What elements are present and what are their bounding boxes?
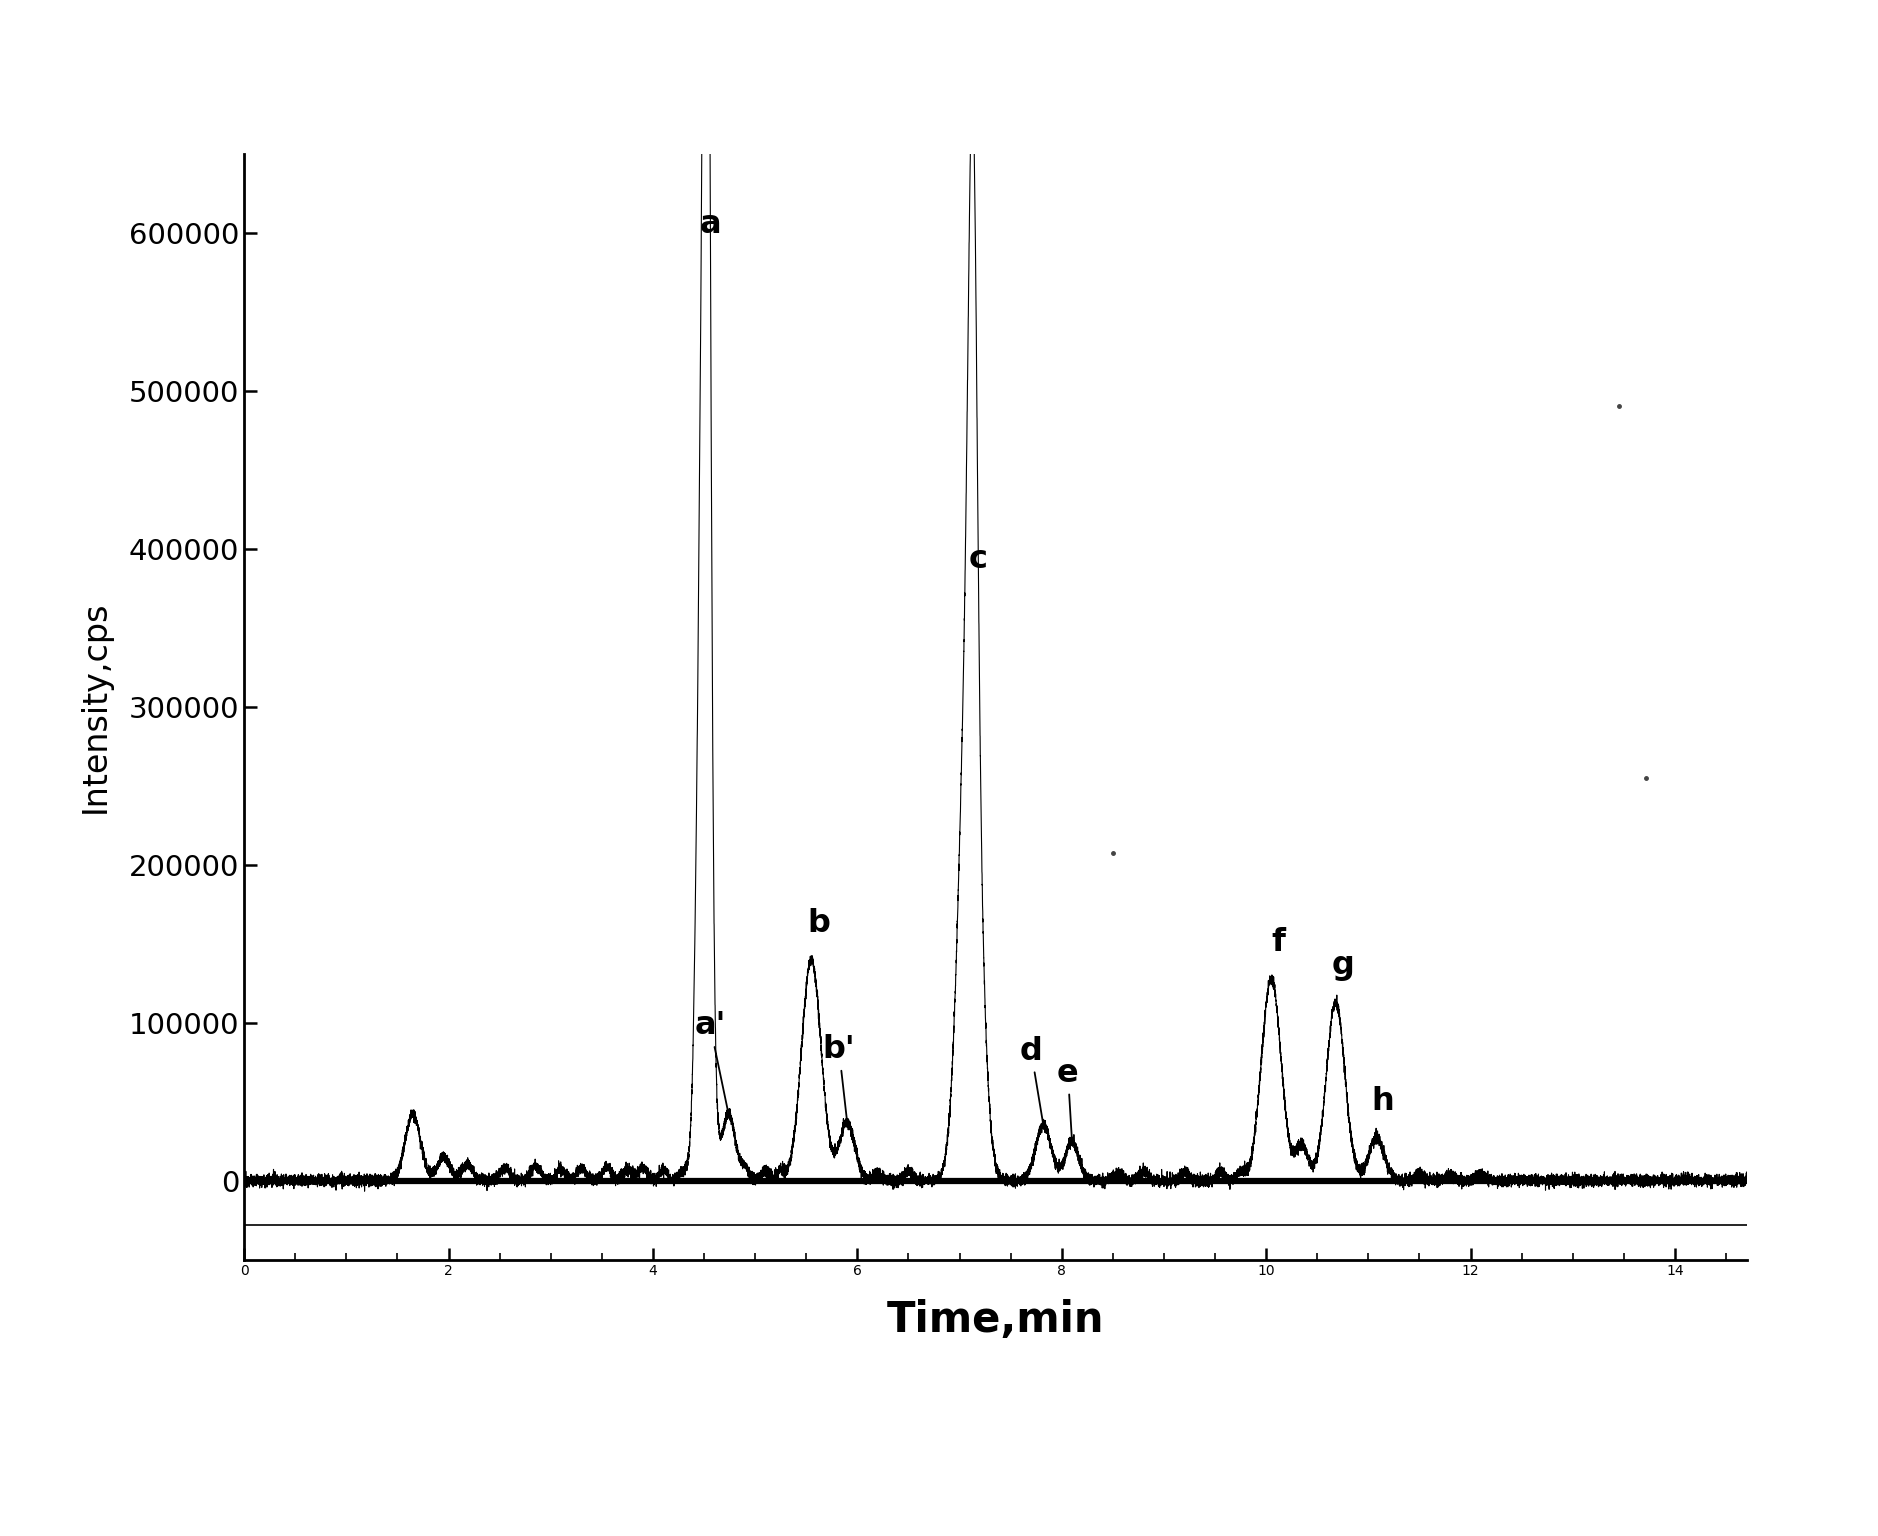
Text: f: f [1271,926,1285,958]
Text: a': a' [695,1011,729,1112]
Text: e: e [1057,1058,1078,1138]
Text: c: c [969,544,988,576]
Text: a: a [699,209,721,241]
Y-axis label: Intensity,cps: Intensity,cps [79,601,113,813]
X-axis label: Time,min: Time,min [886,1299,1104,1341]
Text: h: h [1371,1086,1393,1117]
Text: b: b [808,908,830,938]
Text: d: d [1020,1035,1042,1123]
Text: b': b' [823,1034,854,1120]
Text: g: g [1332,951,1354,982]
